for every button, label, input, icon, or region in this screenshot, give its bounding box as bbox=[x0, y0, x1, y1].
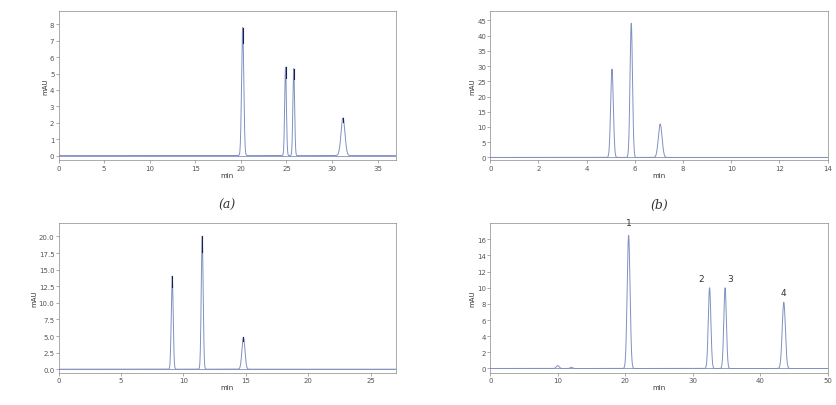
Text: 3: 3 bbox=[727, 274, 733, 283]
Text: 4: 4 bbox=[781, 289, 787, 298]
Text: 1: 1 bbox=[625, 219, 631, 228]
Y-axis label: mAU: mAU bbox=[470, 78, 476, 95]
X-axis label: min: min bbox=[221, 384, 234, 390]
Text: 2: 2 bbox=[699, 274, 704, 283]
Text: (b): (b) bbox=[650, 198, 668, 211]
Y-axis label: mAU: mAU bbox=[43, 78, 48, 95]
Y-axis label: mAU: mAU bbox=[31, 290, 38, 307]
X-axis label: min: min bbox=[221, 173, 234, 179]
X-axis label: min: min bbox=[652, 384, 665, 390]
Text: (a): (a) bbox=[218, 198, 236, 211]
Y-axis label: mAU: mAU bbox=[470, 290, 476, 307]
X-axis label: min: min bbox=[652, 173, 665, 179]
